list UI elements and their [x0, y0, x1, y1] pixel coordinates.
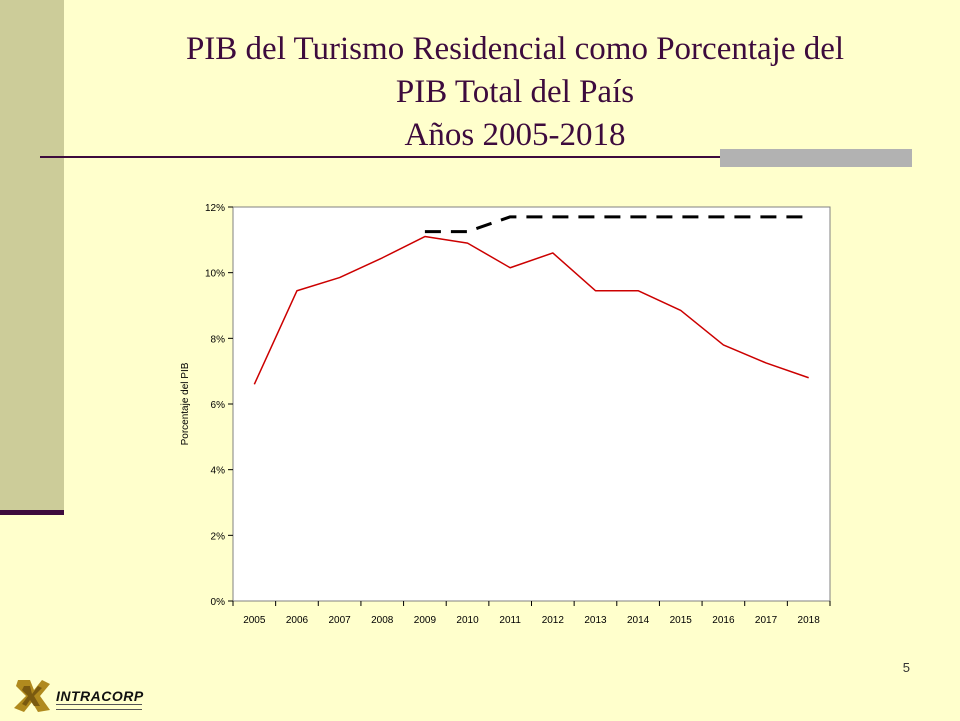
x-tick-label: 2009 — [414, 615, 437, 626]
intracorp-logo: INTRACORP — [12, 676, 162, 716]
y-tick-label: 8% — [211, 334, 226, 345]
logo-mark-icon — [14, 680, 50, 712]
page-number: 5 — [902, 660, 910, 675]
series-line-0 — [253, 235, 809, 385]
x-tick-label: 2012 — [542, 615, 565, 626]
x-tick-label: 2018 — [798, 615, 821, 626]
x-tick-label: 2006 — [286, 615, 309, 626]
logo-text: INTRACORP — [56, 688, 144, 704]
left-decorative-band — [0, 0, 64, 510]
y-axis-label: Porcentaje del PIB — [180, 362, 191, 445]
x-tick-label: 2008 — [371, 615, 394, 626]
series-line-1 — [424, 215, 809, 234]
y-tick-label: 4% — [211, 466, 226, 477]
left-accent-bar — [0, 510, 64, 515]
x-tick-label: 2016 — [712, 615, 735, 626]
x-tick-label: 2014 — [627, 615, 650, 626]
plot-area — [232, 206, 831, 602]
title-rule-accent — [720, 149, 912, 167]
title-line-2: PIB Total del País — [395, 74, 635, 110]
x-tick-label: 2005 — [243, 615, 266, 626]
logo-tagline-mark — [56, 704, 142, 710]
title-line-1: PIB del Turismo Residencial como Porcent… — [185, 31, 845, 67]
y-tick-label: 2% — [211, 531, 226, 542]
line-chart: 0% 2% 4% 6% 8% 10% 12% 2005 2006 2007 2008 2009 2010… — [180, 203, 831, 626]
title-line-3: Años 2005-2018 — [404, 117, 626, 153]
y-tick-label: 6% — [211, 400, 226, 411]
x-tick-label: 2007 — [328, 615, 351, 626]
y-tick-label: 12% — [205, 203, 225, 214]
slide-title: PIB del Turismo Residencial como Porcent… — [80, 28, 950, 157]
y-tick-label: 10% — [205, 269, 225, 280]
y-tick-label: 0% — [211, 597, 226, 608]
x-tick-label: 2013 — [584, 615, 607, 626]
x-tick-label: 2011 — [499, 615, 521, 626]
title-rule — [40, 156, 912, 158]
x-tick-label: 2017 — [755, 615, 778, 626]
x-tick-label: 2015 — [670, 615, 693, 626]
x-tick-label: 2010 — [456, 615, 479, 626]
